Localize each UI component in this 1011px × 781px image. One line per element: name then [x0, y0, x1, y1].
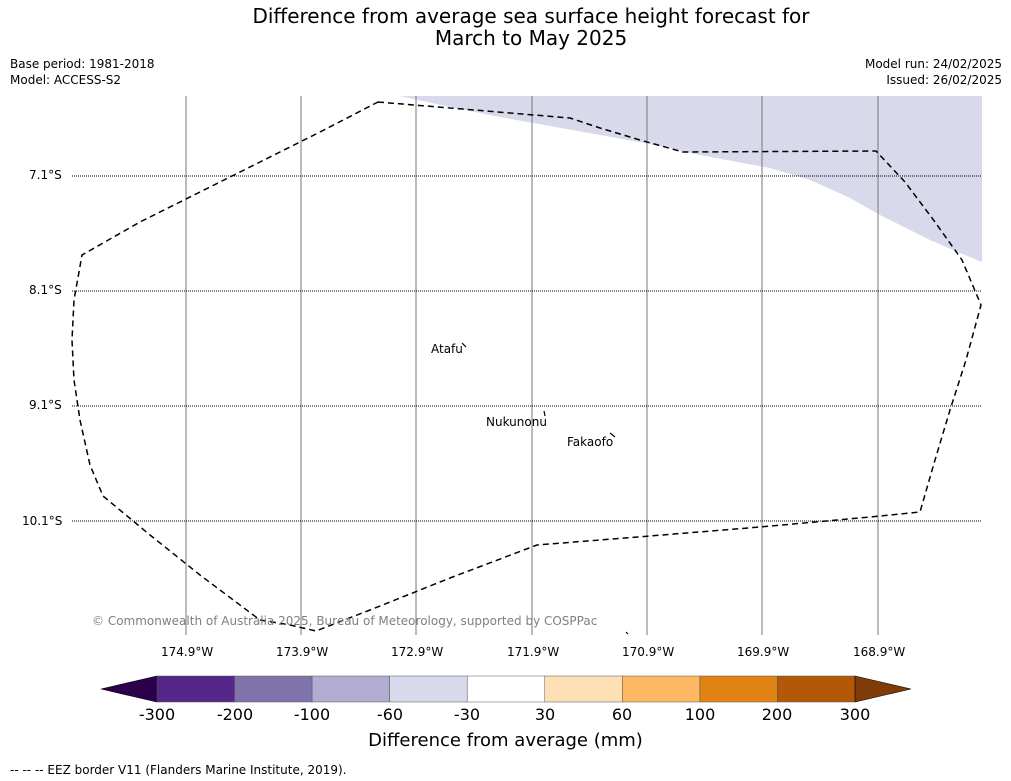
fakaofo-island-marker [609, 432, 616, 438]
meta-left: Base period: 1981-2018 Model: ACCESS-S2 [10, 56, 155, 88]
colorbar-tick: 300 [839, 705, 871, 724]
lat-label: 10.1°S [22, 514, 63, 528]
map-canvas [71, 96, 982, 635]
colorbar-tick: 200 [761, 705, 793, 724]
colorbar-segment [544, 675, 623, 703]
colorbar-tick: 100 [684, 705, 716, 724]
place-label-nukunonu: Nukunonu [486, 415, 547, 429]
eez-border [71, 101, 982, 632]
island-markers [461, 342, 629, 635]
lat-label: 7.1°S [29, 168, 62, 182]
lon-label: 173.9°W [276, 645, 329, 659]
lon-label: 170.9°W [622, 645, 675, 659]
colorbar-tick: -200 [216, 705, 254, 724]
lat-label: 9.1°S [29, 398, 62, 412]
colorbar-segment [234, 675, 313, 703]
atafu-island-marker [461, 342, 467, 348]
lon-label: 174.9°W [161, 645, 214, 659]
colorbar-segment [311, 675, 390, 703]
colorbar-segment [389, 675, 468, 703]
colorbar-segments [156, 675, 856, 703]
eez-legend-note: -- -- -- EEZ border V11 (Flanders Marine… [10, 763, 347, 777]
colorbar-label: Difference from average (mm) [368, 730, 643, 751]
lon-label: 171.9°W [507, 645, 560, 659]
colorbar-segment [466, 675, 546, 703]
colorbar-extend-right [854, 675, 912, 703]
colorbar-tick: 30 [534, 705, 556, 724]
place-label-atafu: Atafu [431, 342, 463, 356]
lon-label: 168.9°W [853, 645, 906, 659]
colorbar-segment [622, 675, 701, 703]
title-line-1: Difference from average sea surface heig… [252, 4, 810, 28]
meta-right: Model run: 24/02/2025 Issued: 26/02/2025 [865, 56, 1002, 88]
place-label-fakaofo: Fakaofo [567, 435, 614, 449]
map-title: Difference from average sea surface heig… [0, 5, 1011, 49]
model-run: Model run: 24/02/2025 [864, 57, 1002, 71]
lon-label: 172.9°W [391, 645, 444, 659]
model-name: Model: ACCESS-S2 [10, 73, 122, 87]
latitude-gridlines [72, 175, 982, 522]
small-island-marker [625, 631, 629, 635]
colorbar-tick: -60 [376, 705, 404, 724]
colorbar-tick: -300 [138, 705, 176, 724]
colorbar-segment [777, 675, 856, 703]
copyright-note: © Commonwealth of Australia 2025, Bureau… [92, 614, 598, 628]
colorbar-tick: 60 [611, 705, 633, 724]
colorbar-tick: -100 [293, 705, 331, 724]
colorbar [100, 675, 912, 703]
title-line-2: March to May 2025 [434, 26, 628, 50]
longitude-gridlines [185, 96, 879, 635]
base-period: Base period: 1981-2018 [10, 57, 155, 71]
colorbar-segment [156, 675, 235, 703]
colorbar-segment [699, 675, 778, 703]
nukunonu-island-marker [543, 410, 546, 417]
issued-date: Issued: 26/02/2025 [886, 73, 1002, 87]
lat-label: 8.1°S [29, 283, 62, 297]
anomaly-shaded-region [400, 96, 982, 262]
colorbar-tick: -30 [453, 705, 481, 724]
colorbar-extend-left [100, 675, 158, 703]
lon-label: 169.9°W [737, 645, 790, 659]
